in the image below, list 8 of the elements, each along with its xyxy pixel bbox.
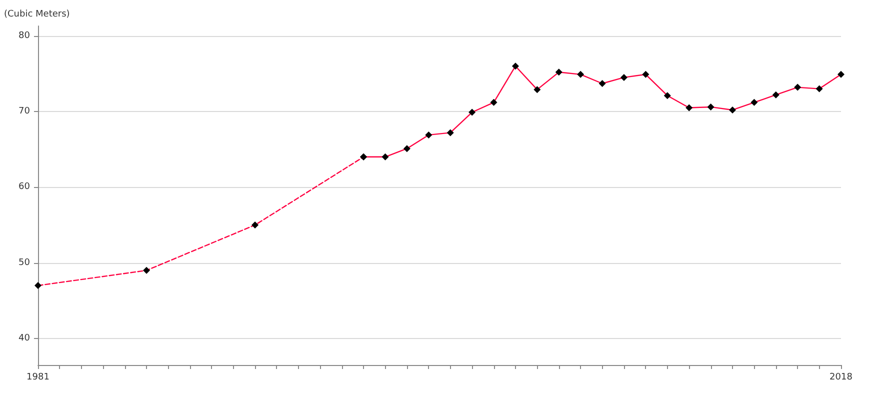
x-tick-label: 2018 xyxy=(830,372,853,382)
y-tick-label: 40 xyxy=(18,334,30,344)
y-tick-label: 60 xyxy=(18,182,30,192)
y-tick-label: 80 xyxy=(18,30,30,41)
y-tick-label: 70 xyxy=(18,106,30,117)
y-tick-label: 50 xyxy=(18,258,30,268)
y-axis-title: (Cubic Meters) xyxy=(4,10,70,20)
x-tick-label: 1981 xyxy=(26,372,50,382)
